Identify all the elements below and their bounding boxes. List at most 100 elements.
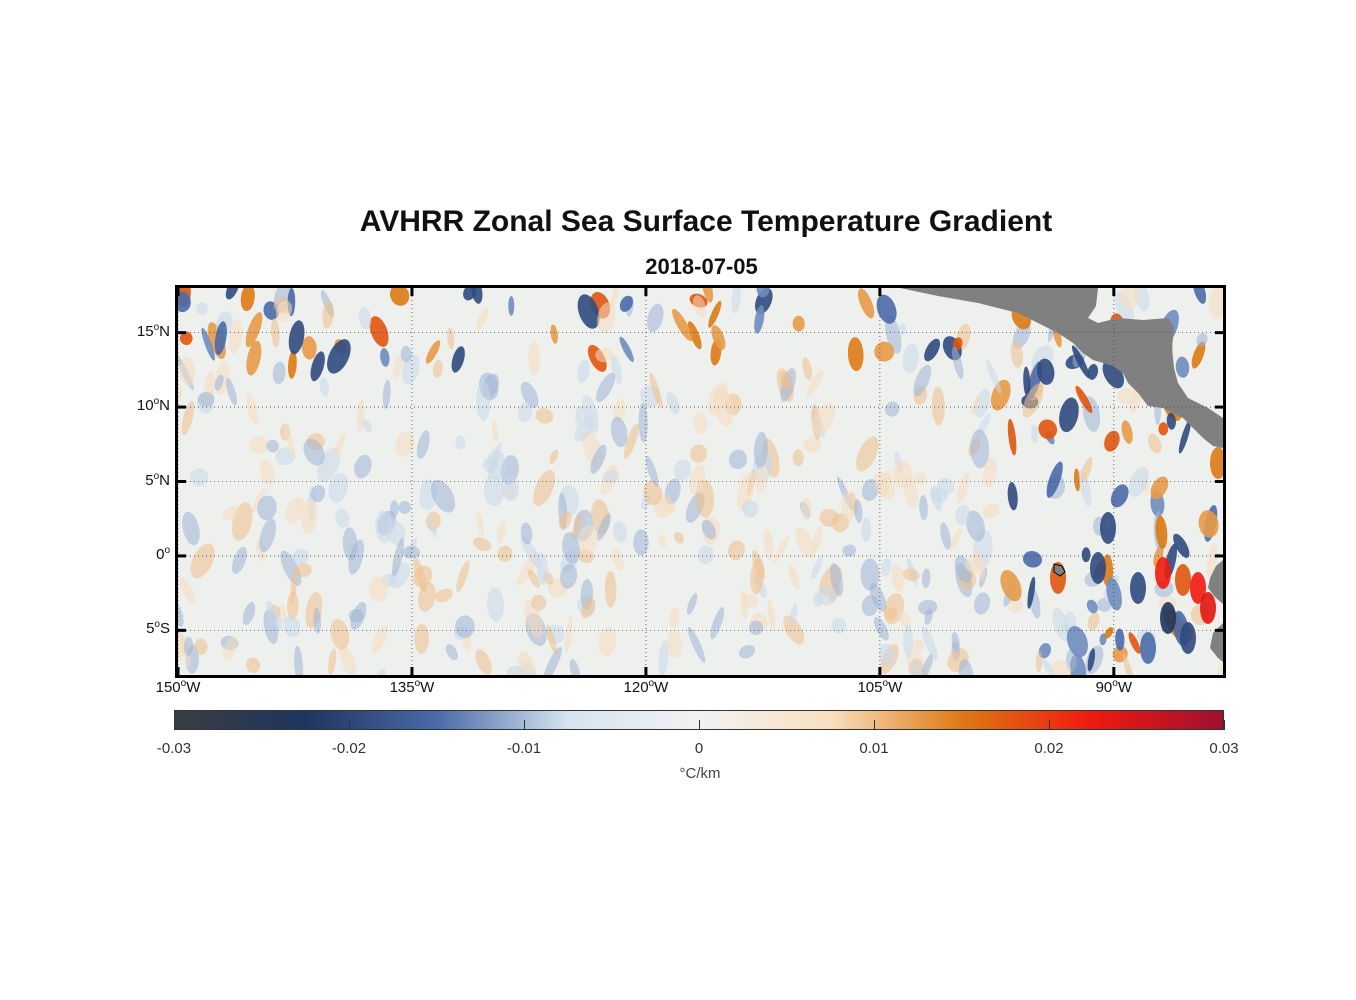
gradient-feature — [231, 502, 253, 541]
gradient-feature — [313, 607, 322, 634]
gradient-feature — [382, 379, 391, 409]
gradient-feature — [1007, 482, 1018, 511]
colorbar-tick-mark — [699, 720, 700, 730]
gradient-feature — [287, 350, 297, 379]
gradient-feature — [754, 466, 768, 493]
gradient-feature — [1046, 461, 1063, 498]
gradient-feature — [389, 288, 410, 306]
gradient-feature — [358, 306, 372, 330]
gradient-feature — [874, 341, 895, 362]
gradient-feature — [330, 618, 350, 650]
gradient-feature — [990, 379, 1011, 411]
gradient-feature — [876, 294, 897, 324]
gradient-feature — [610, 355, 623, 385]
gradient-feature — [956, 473, 970, 504]
gradient-feature — [178, 387, 183, 402]
gradient-feature — [842, 544, 857, 557]
colorbar-tick-mark — [174, 720, 175, 730]
gradient-feature — [647, 303, 664, 333]
gradient-feature — [921, 625, 938, 661]
gradient-feature — [612, 521, 627, 543]
gradient-feature — [392, 355, 403, 379]
gradient-feature — [767, 599, 776, 632]
gradient-feature — [1190, 572, 1206, 604]
gradient-feature — [812, 525, 823, 553]
gradient-feature — [182, 511, 200, 546]
gradient-feature — [569, 658, 581, 675]
gradient-feature — [398, 501, 412, 514]
gradient-feature — [686, 593, 698, 615]
gradient-feature — [1114, 292, 1135, 325]
gradient-feature — [949, 528, 962, 551]
gradient-feature — [1007, 418, 1017, 456]
gradient-feature — [779, 371, 793, 389]
gradient-feature — [196, 302, 209, 315]
gradient-feature — [748, 620, 764, 636]
gradient-feature — [179, 356, 196, 387]
gradient-feature — [240, 288, 255, 312]
gradient-feature — [856, 436, 879, 472]
map-subtitle: 2018-07-05 — [645, 254, 758, 279]
colorbar-tick-label: -0.01 — [506, 740, 542, 757]
colorbar-tick-mark — [524, 720, 525, 730]
gradient-feature — [285, 497, 305, 525]
gradient-feature — [884, 401, 900, 417]
gradient-feature — [1087, 363, 1099, 380]
gradient-feature — [1100, 512, 1116, 544]
gradient-feature — [692, 295, 707, 318]
gradient-feature — [806, 369, 824, 398]
gradient-feature — [1110, 484, 1129, 508]
gradient-feature — [891, 563, 905, 592]
gradient-feature — [596, 513, 611, 541]
gradient-feature — [179, 331, 193, 346]
land-mass — [900, 288, 1223, 448]
gradient-feature — [613, 398, 626, 423]
gradient-feature — [754, 305, 765, 334]
gradient-feature — [801, 497, 812, 521]
gradient-feature — [447, 327, 455, 350]
gradient-feature — [455, 435, 466, 450]
gradient-feature — [897, 610, 912, 629]
gradient-feature — [811, 556, 823, 580]
gradient-feature — [739, 644, 755, 659]
land-south-america — [1208, 560, 1223, 604]
gradient-feature — [259, 518, 277, 553]
gradient-feature — [1128, 632, 1141, 654]
gradient-feature — [1086, 599, 1098, 614]
gradient-feature — [710, 607, 725, 640]
land-galapagos — [1053, 563, 1066, 577]
gradient-feature — [476, 306, 489, 331]
gradient-feature — [955, 504, 971, 526]
gradient-feature — [395, 431, 415, 457]
gradient-feature — [338, 645, 357, 675]
gradient-feature — [1066, 626, 1088, 658]
gradient-feature — [783, 615, 805, 645]
gradient-feature — [575, 405, 583, 424]
gradient-feature — [1052, 608, 1070, 642]
gradient-feature — [1071, 345, 1090, 379]
colorbar-tick-mark — [1049, 720, 1050, 730]
gradient-feature — [940, 522, 951, 550]
gradient-feature — [1104, 627, 1114, 639]
colorbar-tick-label: -0.02 — [331, 740, 367, 757]
gradient-feature — [535, 408, 554, 424]
gradient-feature — [558, 511, 572, 530]
gradient-feature — [533, 469, 556, 507]
gradient-feature — [1208, 288, 1223, 319]
gradient-feature — [595, 347, 614, 363]
gradient-feature — [402, 546, 420, 559]
gradient-feature — [1180, 622, 1196, 654]
gradient-feature — [322, 300, 334, 329]
gradient-feature — [831, 617, 847, 634]
colorbar-tick-label: 0 — [694, 740, 704, 757]
gradient-feature — [1022, 383, 1044, 418]
gradient-feature — [643, 480, 663, 506]
gradient-feature — [912, 639, 924, 653]
gradient-feature — [520, 535, 542, 569]
gradient-feature — [270, 318, 280, 348]
gradient-feature — [658, 640, 669, 675]
gradient-feature — [266, 600, 283, 631]
gradient-feature — [903, 624, 914, 658]
gradient-feature — [301, 336, 317, 360]
gradient-feature — [610, 416, 628, 448]
